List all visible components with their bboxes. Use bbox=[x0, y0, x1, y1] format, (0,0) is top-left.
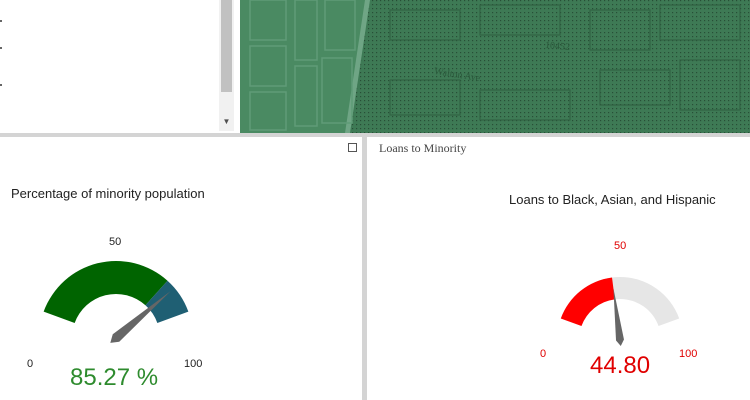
gauge-left-max-label: 100 bbox=[184, 358, 203, 370]
gauge-left-mid-label: 50 bbox=[109, 236, 122, 248]
scroll-down-arrow-icon[interactable]: ▼ bbox=[222, 117, 231, 126]
gauge-left-min-label: 0 bbox=[27, 358, 34, 370]
vertical-divider[interactable] bbox=[362, 137, 367, 400]
gauge-left-title: Percentage of minority population bbox=[11, 186, 205, 201]
list-bullet bbox=[0, 84, 2, 86]
list-bullet bbox=[0, 47, 2, 49]
gauge-right-value: 44.80 bbox=[590, 352, 651, 379]
gauge-left-needle bbox=[110, 291, 171, 343]
list-bullet bbox=[0, 20, 2, 22]
list-panel: ▼ bbox=[0, 0, 236, 133]
maximize-icon[interactable] bbox=[348, 143, 357, 152]
gauge-right-max-label: 100 bbox=[679, 348, 698, 360]
gauge-right bbox=[560, 277, 680, 346]
panel-header-loans: Loans to Minority bbox=[379, 141, 467, 155]
map-tiles bbox=[240, 0, 750, 133]
gauge-left-over-band bbox=[145, 280, 189, 323]
horizontal-divider[interactable] bbox=[0, 133, 750, 137]
gauge-right-needle bbox=[613, 288, 624, 346]
gauge-right-min-label: 0 bbox=[540, 348, 547, 360]
gauge-right-mid-label: 50 bbox=[614, 240, 627, 252]
gauge-right-fill bbox=[560, 277, 615, 326]
gauge-left-value: 85.27 % bbox=[70, 364, 159, 391]
gauge-left bbox=[43, 261, 189, 343]
gauge-left-band bbox=[43, 261, 168, 323]
list-scrollbar[interactable]: ▼ bbox=[219, 0, 234, 131]
gauge-right-title: Loans to Black, Asian, and Hispanic bbox=[509, 192, 716, 207]
scrollbar-thumb[interactable] bbox=[221, 0, 232, 92]
map-view[interactable]: Walton Ave 10452 bbox=[240, 0, 750, 133]
